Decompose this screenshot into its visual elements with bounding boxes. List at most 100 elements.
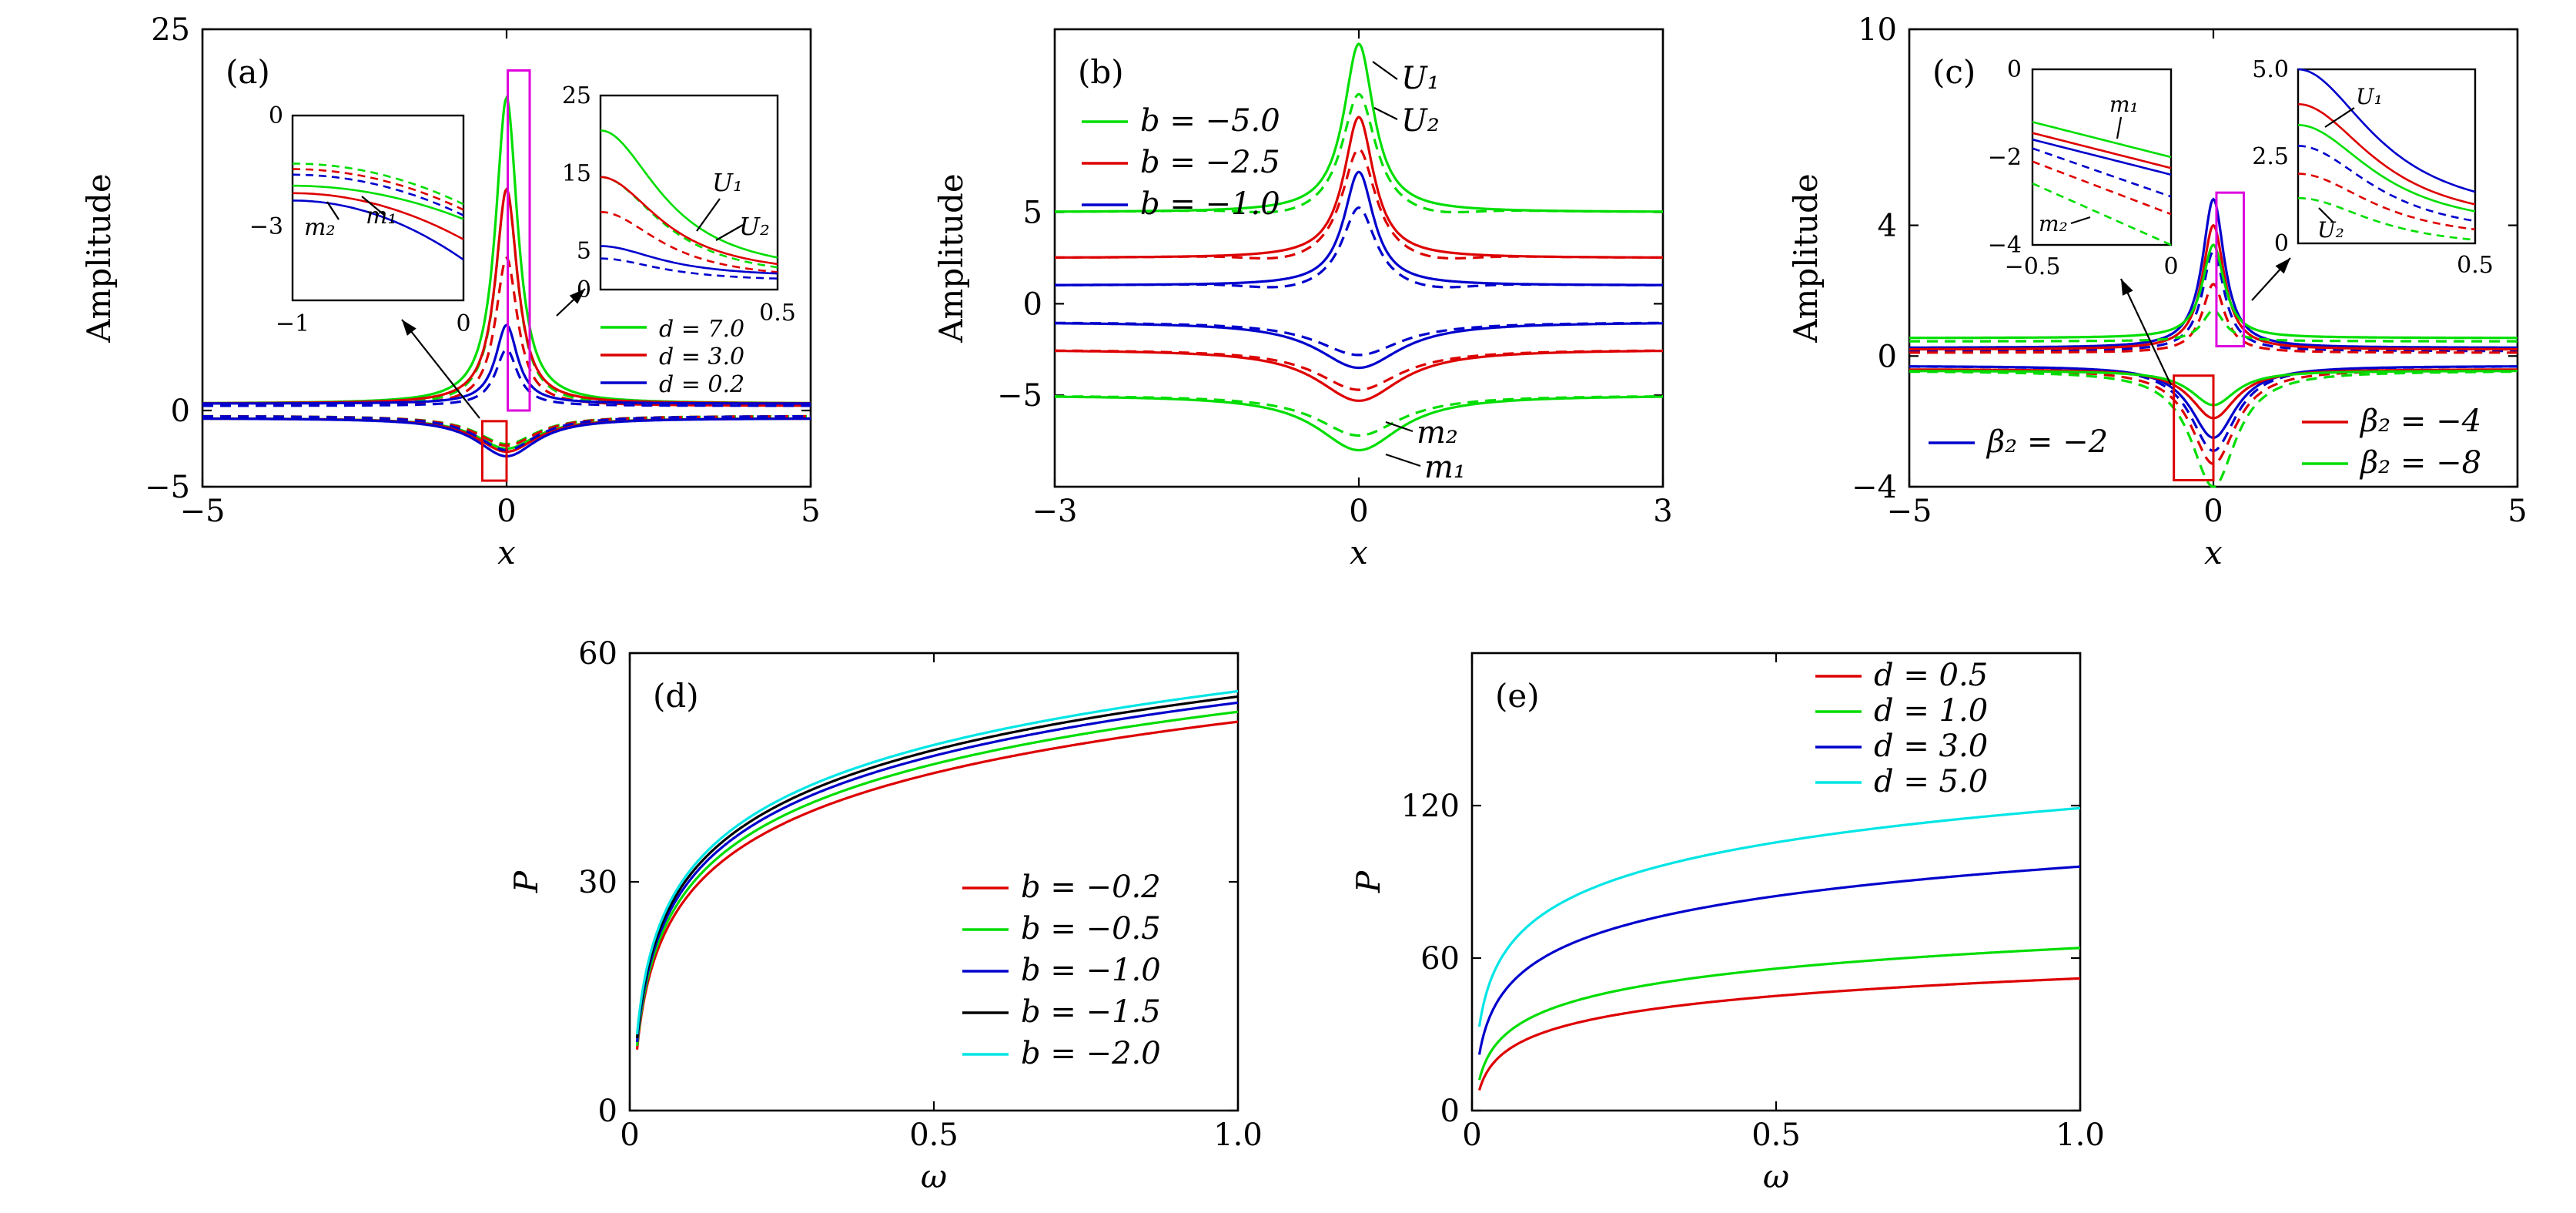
inset-line — [601, 245, 778, 275]
inset-line — [293, 192, 464, 240]
inset-annotation: m₁ — [366, 203, 396, 230]
inset-annotation: m₂ — [2039, 211, 2068, 236]
series-line-dashed — [1909, 283, 2517, 354]
curve-annotation: U₁ — [1401, 61, 1440, 96]
inset-tick-label: 0 — [2274, 230, 2289, 257]
legend-entry: d = 3.0 — [659, 343, 744, 370]
pointer-line — [2324, 107, 2355, 128]
legend-entry: b = −2.5 — [1140, 145, 1280, 180]
inset-line-dashed — [601, 257, 778, 280]
series-line — [1477, 865, 2081, 1055]
x-tick-label: 0 — [1462, 1118, 1481, 1153]
y-axis-label: Amplitude — [1787, 173, 1825, 343]
curve-annotation: U₂ — [1401, 103, 1440, 139]
inset-line-dashed — [2297, 173, 2476, 231]
inset-tick-label: 15 — [562, 160, 591, 187]
y-tick-label: 120 — [1401, 789, 1460, 824]
x-tick-label: −5 — [180, 494, 226, 529]
inset-line-dashed — [293, 168, 464, 211]
zoom-box-magenta — [507, 69, 531, 412]
series-line-dashed — [202, 256, 811, 407]
series-line-dashed — [1909, 250, 2517, 353]
series-line — [202, 323, 811, 405]
inset-tick-label: −2 — [1988, 144, 2022, 171]
series-line-dashed — [1055, 92, 1663, 214]
panel-label: (d) — [653, 677, 699, 715]
y-tick-label: 60 — [578, 636, 617, 672]
pointer-line — [326, 201, 340, 220]
legend-entry: d = 0.5 — [1874, 658, 1988, 693]
chart-panel-d: 0 0.5 1.0 60 30 0 ω P (d) b = −0.2 b = −0.5 b = −1.… — [507, 636, 1263, 1195]
arrow-head — [402, 320, 417, 336]
y-tick-label: 10 — [1858, 12, 1897, 48]
inset-tick-label: −3 — [249, 213, 283, 240]
series-line — [1055, 350, 1663, 402]
pointer-line — [2116, 116, 2123, 139]
panel-label: (b) — [1078, 53, 1124, 91]
inset-line-dashed — [2032, 147, 2172, 198]
inset-line-dashed — [2297, 145, 2476, 223]
inset-tick-label: 5 — [577, 238, 591, 265]
pointer-line — [1372, 61, 1398, 80]
inset-line — [2297, 102, 2476, 206]
x-tick-label: 3 — [1653, 494, 1672, 529]
inset-line — [293, 184, 464, 220]
legend-entry: β₂ = −2 — [1986, 424, 2108, 460]
series-line — [1909, 243, 2517, 340]
legend-entry: b = −1.0 — [1021, 953, 1161, 988]
chart-panel-b: −3 0 3 5 0 −5 x Amplitude (b) b = −5.0 b = −2.5 b =… — [932, 28, 1673, 571]
series-line — [1055, 395, 1663, 452]
inset-line — [293, 199, 464, 261]
pointer-line — [1373, 107, 1398, 120]
inset-tick-label: 0 — [269, 102, 283, 129]
inset-line-dashed — [293, 173, 464, 216]
inset-line-dashed — [2032, 160, 2172, 216]
zoom-box-red — [480, 420, 508, 482]
y-tick-label: 0 — [1023, 286, 1042, 322]
inset-line — [2032, 132, 2172, 169]
series-line — [1909, 197, 2517, 349]
y-tick-label: 60 — [1420, 941, 1460, 977]
legend-entry: b = −2.0 — [1021, 1036, 1161, 1071]
y-tick-label: 5 — [1023, 196, 1042, 231]
inset-line-dashed — [600, 210, 778, 273]
legend-entry: β₂ = −8 — [2359, 445, 2481, 481]
chart-panel-e: 0 0.5 1.0 120 60 0 ω P (e) d = 0.5d = 1.0d = 3.0d… — [1350, 652, 2105, 1195]
y-tick-label: 25 — [151, 12, 190, 48]
series-line — [1055, 42, 1663, 213]
curve-annotation: m₁ — [1424, 450, 1466, 485]
inset-annotation: U₂ — [2317, 217, 2344, 243]
y-tick-label: 0 — [1440, 1094, 1460, 1129]
inset-tick-label: 0.5 — [759, 300, 796, 327]
x-tick-label: −3 — [1032, 494, 1078, 529]
legend-entry: b = −0.2 — [1021, 870, 1161, 905]
panel-label: (a) — [226, 53, 270, 91]
legend-entry: d = 5.0 — [1874, 764, 1988, 799]
panel-label: (c) — [1932, 53, 1975, 91]
series-line — [635, 701, 1239, 1043]
inset-line — [2032, 138, 2172, 176]
y-axis-label: P — [1350, 870, 1387, 893]
arrow-head — [2275, 258, 2290, 274]
inset-tick-label: −1 — [276, 310, 309, 337]
legend-entry: b = −0.5 — [1021, 911, 1161, 947]
inset-line-dashed — [293, 163, 464, 206]
series-line-dashed — [1055, 321, 1663, 357]
y-tick-label: 0 — [598, 1094, 617, 1129]
legend-entry: d = 3.0 — [1874, 729, 1988, 764]
x-tick-label: 5 — [2507, 494, 2527, 529]
x-tick-label: 5 — [801, 494, 820, 529]
inset-line — [600, 176, 778, 266]
x-axis-label: x — [1350, 534, 1368, 571]
x-tick-label: 0.5 — [1751, 1118, 1801, 1153]
x-tick-label: 0.5 — [909, 1118, 958, 1153]
inset-line-dashed — [600, 176, 778, 269]
arrow-head — [2121, 279, 2133, 296]
x-axis-label: ω — [1763, 1158, 1789, 1195]
inset-tick-label: −4 — [1988, 232, 2022, 259]
inset-tick-label: 2.5 — [2252, 143, 2289, 170]
x-tick-label: 0 — [2203, 494, 2223, 529]
inset-tick-label: 0 — [2163, 253, 2178, 280]
inset-line — [2032, 121, 2172, 159]
